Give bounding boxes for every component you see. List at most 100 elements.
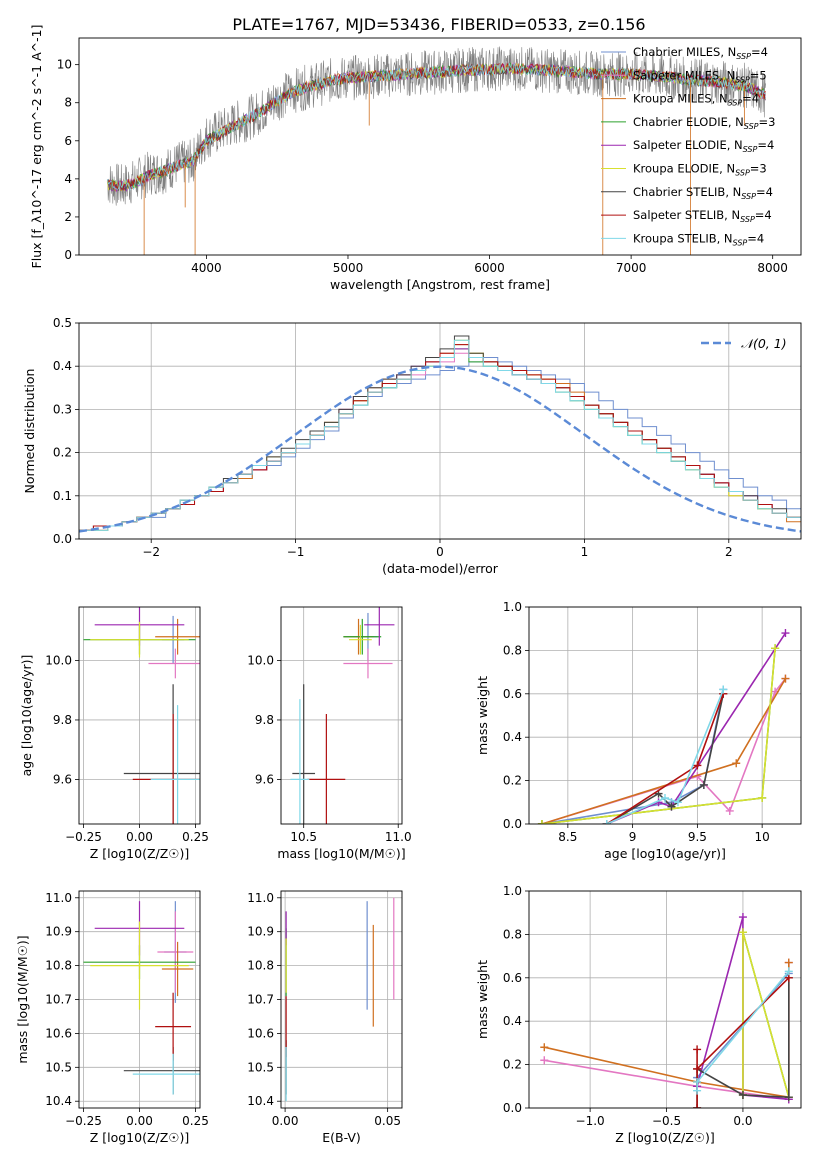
weight-marker [725,806,734,815]
x-tick-label: 8.5 [558,830,577,844]
spectrum-model-line [106,62,766,191]
x-axis-label: mass [log10(M/M☉)] [277,846,405,861]
x-tick-label: 0.0 [733,1114,752,1128]
massweight_vs_age-plot-area [537,629,790,824]
x-tick-label: 0.00 [126,1114,153,1128]
x-tick-label: 5000 [333,261,364,275]
spectrum-axes: 4000 5000 6000 7000 8000 0 2 4 6 8 10 wavelength [A… [29,25,802,292]
massweight_vs_age-axes: 8.5 9 9.5 10 0.0 0.2 0.4 0.6 0.8 1.0 age [log10(ag… [475,600,802,861]
x-tick-label: 0.00 [272,1114,299,1128]
x-tick-label: 4000 [191,261,222,275]
weight-marker [667,802,676,811]
y-tick-label: 0.0 [503,1101,522,1115]
y-tick-label: 10.4 [247,1094,274,1108]
x-axis-label: Z [log10(Z/Z☉)] [615,1130,715,1145]
x-tick-label: 11.0 [385,830,412,844]
x-tick-label: 9 [629,830,637,844]
weight-marker [602,820,611,824]
y-axis-label: mass weight [475,676,490,755]
mass_vs_Z-axes: −0.25 0.00 0.25 10.4 10.5 10.6 10.7 10.8 10.9 11.… [15,890,209,1145]
axes-frame [78,890,201,1109]
y-tick-label: 0.6 [503,971,522,985]
weight-marker [758,793,767,802]
y-tick-label: 10.4 [45,1094,72,1108]
legend-label: Kroupa ELODIE, NSSP=3 [633,162,767,178]
weight-marker [693,1077,702,1086]
y-tick-label: 9.8 [53,713,72,727]
weight-marker [771,644,780,653]
weight-marker [661,793,669,802]
x-tick-label: −1 [287,545,305,559]
weight-marker [719,685,728,694]
spectrum-legend: Chabrier MILES, NSSP=4 Salpeter MILES, NS… [601,45,775,247]
residuals-plot-area [79,335,801,539]
weight-marker [540,1056,549,1065]
x-tick-label: 8000 [757,261,788,275]
y-tick-label: 0 [64,248,72,262]
y-axis-label: mass weight [475,960,490,1039]
weight-marker [781,629,790,638]
axes-frame [280,606,403,825]
y-tick-label: 10.6 [45,1026,72,1040]
y-tick-label: 10.7 [45,993,72,1007]
x-tick-label: 0.00 [126,830,153,844]
y-axis-label: age [log10(age/yr)] [19,655,34,777]
y-axis-label: Normed distribution [22,369,37,494]
legend-label: Salpeter STELIB, NSSP=4 [633,208,772,224]
legend-label: 𝒩(0, 1) [741,336,787,351]
y-axis-label: Flux [f_λ10^-17 erg cm^-2 s^-1 A^-1] [29,25,44,269]
y-tick-label: 10.0 [45,654,72,668]
x-axis-label: Z [log10(Z/Z☉)] [90,1130,190,1145]
weight-marker [784,958,793,967]
axes-frame [78,606,201,825]
y-tick-label: 0.2 [53,446,72,460]
weight-marker [537,820,546,824]
y-tick-label: 1.0 [503,884,522,898]
legend-label: Chabrier STELIB, NSSP=4 [633,185,773,201]
massweight_vs_Z-axes: −1.0 −0.5 0.0 0.0 0.2 0.4 0.6 0.8 1.0 Z [log10(Z/… [475,884,802,1145]
x-tick-label: 6000 [474,261,505,275]
weight-marker [673,798,682,807]
weight-marker [781,674,790,683]
x-tick-label: 2 [725,545,733,559]
mass_vs_Z-plot-area [83,901,200,1095]
legend-label: Chabrier ELODIE, NSSP=3 [633,115,775,131]
weight-marker [693,1086,702,1095]
y-tick-label: 11.0 [247,891,274,905]
y-tick-label: 0.2 [503,774,522,788]
y-tick-label: 9.6 [53,772,72,786]
y-tick-label: 0.1 [53,489,72,503]
weight-marker [699,780,708,789]
y-tick-label: 0.6 [503,687,522,701]
x-axis-label: (data-model)/error [382,561,499,576]
y-axis-label: mass [log10(M/M☉)] [15,935,30,1063]
y-tick-label: 10 [57,58,72,72]
x-tick-label: 7000 [616,261,647,275]
y-tick-label: 10.5 [45,1060,72,1074]
x-tick-label: 9.5 [688,830,707,844]
weight-marker [738,1090,747,1099]
y-tick-label: 8 [64,96,72,110]
axes-frame [528,890,802,1109]
y-tick-label: 2 [64,210,72,224]
x-tick-label: −2 [142,545,160,559]
axes-frame [78,322,802,540]
y-tick-label: 0.8 [503,927,522,941]
y-tick-label: 10.6 [247,1026,274,1040]
y-tick-label: 9.6 [255,772,274,786]
y-tick-label: 0.4 [503,1014,522,1028]
y-tick-label: 0.4 [503,730,522,744]
massweight_vs_Z-plot-area [540,913,793,1108]
spectrum-model-line [106,63,766,192]
y-tick-label: 10.9 [45,925,72,939]
x-tick-label: 0.05 [374,1114,401,1128]
legend-label: Salpeter ELODIE, NSSP=4 [633,138,774,154]
y-tick-label: 10.9 [247,925,274,939]
figure-title: PLATE=1767, MJD=53436, FIBERID=0533, z=0… [232,15,645,34]
x-tick-label: 0.25 [182,1114,209,1128]
mass_vs_ebv-axes: 0.00 0.05 10.4 10.5 10.6 10.7 10.8 10.9 11.0 E(B-… [247,890,403,1145]
y-tick-label: 10.5 [247,1060,274,1074]
spectrum-plot-area [106,46,766,255]
x-tick-label: 0 [436,545,444,559]
weight-marker [693,1104,702,1108]
